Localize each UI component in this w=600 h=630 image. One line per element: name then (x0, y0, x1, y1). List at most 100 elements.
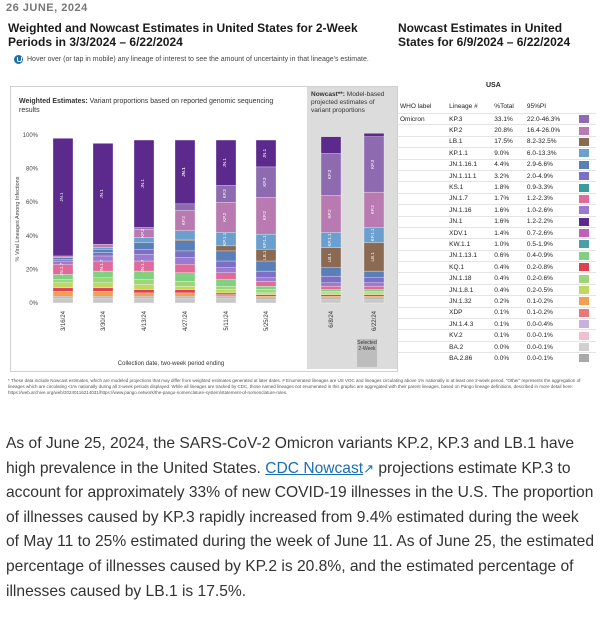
bar-segment (320, 289, 342, 292)
table-row[interactable]: Omicron KP.3 33.1% 22.0-46.3% (398, 112, 596, 125)
table-row[interactable]: JN.1.16 1.6% 1.0-2.6% (398, 204, 596, 217)
bar-segment (255, 289, 277, 294)
table-region: USA (486, 82, 501, 89)
cell-pi: 0.1-0.2% (524, 306, 577, 319)
bar-segment-label: LB.1 (327, 253, 332, 263)
bar-segment (52, 287, 74, 292)
bar-segment (92, 291, 114, 297)
table-row[interactable]: XDV.1 1.4% 0.7-2.6% (398, 226, 596, 239)
cell-lineage: BA.2.86 (447, 352, 493, 364)
bar-segment-label: KP.2 (222, 212, 227, 222)
bar-segment (255, 292, 277, 295)
bar-segment (215, 297, 237, 304)
nowcast-desc: Model-based projected estimates of varia… (311, 91, 385, 114)
cell-pct: 1.6% (492, 204, 525, 217)
bar-segment (133, 289, 155, 294)
cell-lineage: JN.1.7 (447, 192, 493, 205)
bar-segment (92, 287, 114, 292)
table-row[interactable]: JN.1.16.1 4.4% 2.9-6.6% (398, 158, 596, 171)
cell-pct: 0.1% (492, 329, 525, 342)
bar-segment (215, 250, 237, 262)
cell-who (398, 261, 448, 273)
bar-segment (255, 296, 277, 299)
bar-segment (320, 267, 342, 277)
x-tick-label: 5/25/24 (264, 310, 270, 331)
table-row[interactable]: KS.1 1.8% 0.9-3.3% (398, 181, 596, 194)
cell-pct: 3.2% (492, 169, 525, 182)
table-row[interactable]: BA.2 0.0% 0.0-0.1% (398, 340, 596, 353)
cdc-nowcast-link[interactable]: CDC Nowcast (265, 459, 364, 477)
cell-swatch (576, 124, 596, 137)
bar-segment (52, 259, 74, 262)
table-row[interactable]: KQ.1 0.4% 0.2-0.8% (398, 261, 596, 273)
cell-pct: 0.0% (492, 340, 525, 353)
bar-segment (133, 297, 155, 304)
cell-swatch (576, 112, 596, 125)
bar-segment (133, 284, 155, 290)
lineage-color-swatch (578, 183, 589, 192)
bar-segment (215, 272, 237, 280)
table-row[interactable]: JN.1.13.1 0.6% 0.4-0.9% (398, 249, 596, 262)
table-row[interactable]: KP.1.1 9.0% 6.0-13.3% (398, 147, 596, 160)
bar-segment (320, 275, 342, 283)
cell-swatch (576, 272, 596, 285)
bar-segment (174, 272, 196, 282)
cell-pct: 33.1% (492, 112, 525, 125)
cell-pi: 0.0-0.1% (524, 329, 577, 342)
selected-period-marker[interactable]: Selected 2-Week (357, 339, 377, 367)
cell-pct: 1.0% (492, 238, 525, 251)
table-row[interactable]: JN.1.32 0.2% 0.1-0.2% (398, 295, 596, 308)
bar-segment (174, 297, 196, 304)
bar-segment-label: JN.1.7 (140, 259, 145, 273)
table-row[interactable]: KW.1.1 1.0% 0.5-1.9% (398, 238, 596, 251)
cell-who (398, 215, 448, 228)
table-row[interactable]: LB.1 17.5% 8.2-32.5% (398, 135, 596, 148)
table-row[interactable]: XDP 0.1% 0.1-0.2% (398, 306, 596, 319)
lineage-color-swatch (578, 343, 589, 351)
bar-segment-label: KP.1.1 (370, 228, 375, 241)
bar-segment (92, 277, 114, 283)
bar-segment (174, 286, 196, 290)
cell-pi: 0.0-0.1% (524, 340, 577, 353)
bar-segment (174, 230, 196, 240)
lineage-color-swatch (578, 149, 589, 158)
y-tick-label: 20% (26, 267, 39, 273)
table-row[interactable]: JN.1.4.3 0.1% 0.0-0.4% (398, 318, 596, 330)
table-row[interactable]: JN.1.18 0.4% 0.2-0.6% (398, 272, 596, 285)
lineage-color-swatch (578, 354, 589, 363)
bar-segment-label: JN.1 (181, 167, 186, 177)
lineage-color-swatch (578, 320, 589, 329)
bar-segment (174, 289, 196, 294)
table-row[interactable]: JN.1.7 1.7% 1.2-2.3% (398, 192, 596, 205)
bar-segment (320, 291, 342, 294)
bar-segment (320, 297, 342, 300)
cell-who (398, 295, 448, 308)
cell-pi: 16.4-26.0% (524, 124, 577, 137)
x-tick-label: 3/30/24 (101, 310, 107, 331)
cell-swatch (576, 295, 596, 308)
cell-pct: 0.1% (492, 318, 525, 330)
cell-swatch (576, 135, 596, 148)
bar-segment (92, 296, 114, 299)
table-row[interactable]: JN.1.11.1 3.2% 2.0-4.9% (398, 169, 596, 182)
bar-segment (52, 138, 74, 257)
article-text-1: As of June 25, 2024, the SARS-CoV-2 Omic… (6, 435, 575, 477)
cell-swatch (576, 147, 596, 160)
table-row[interactable]: JN.1.8.1 0.4% 0.2-0.5% (398, 283, 596, 296)
table-row[interactable]: KV.2 0.1% 0.0-0.1% (398, 329, 596, 342)
table-row[interactable]: KP.2 20.8% 16.4-26.0% (398, 124, 596, 137)
table-row[interactable]: BA.2.86 0.0% 0.0-0.1% (398, 352, 596, 364)
bar-segment-label: KP.3 (327, 169, 332, 179)
cell-lineage: JN.1.32 (447, 295, 493, 308)
article-text-2: projections estimate KP.3 to account for… (6, 459, 595, 600)
bar-segment (174, 257, 196, 265)
cell-pi: 0.5-1.9% (524, 238, 577, 251)
bar-segment-label: KP.1.1 (327, 233, 332, 246)
cell-who (398, 204, 448, 217)
bar-segment (215, 286, 237, 290)
bar-segment (174, 264, 196, 273)
bar-segment (133, 296, 155, 299)
bar-segment (255, 286, 277, 290)
y-tick-label: 60% (26, 200, 39, 206)
table-row[interactable]: JN.1 1.6% 1.2-2.2% (398, 215, 596, 228)
